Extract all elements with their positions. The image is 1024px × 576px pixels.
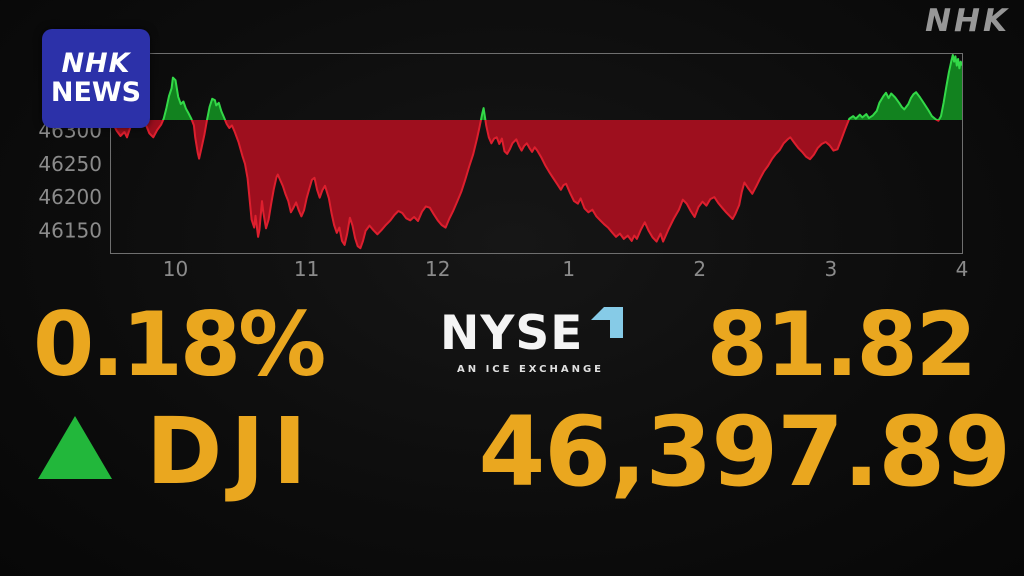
x-tick-label: 4 <box>956 257 969 281</box>
x-tick-label: 1 <box>562 257 575 281</box>
x-tick-label: 12 <box>425 257 450 281</box>
x-tick-label: 3 <box>825 257 838 281</box>
last-price: 46,397.89 <box>478 396 1011 508</box>
nyse-wordmark: NYSE <box>440 306 584 361</box>
nyse-logo: NYSE AN ICE EXCHANGE <box>440 306 624 375</box>
y-tick-label: 46200 <box>38 185 102 209</box>
news-logo-text: NEWS <box>50 76 142 108</box>
y-tick-label: 46150 <box>38 218 102 242</box>
price-line-below-baseline <box>111 120 940 250</box>
up-triangle-icon <box>38 416 112 479</box>
nyse-tagline: AN ICE EXCHANGE <box>457 364 605 375</box>
plot-border <box>110 53 963 254</box>
x-tick-label: 10 <box>163 257 188 281</box>
nhk-news-logo: NHK NEWS <box>42 29 150 128</box>
x-tick-label: 2 <box>693 257 706 281</box>
area-below-baseline <box>112 120 962 249</box>
nhk-watermark: NHK <box>925 3 1010 39</box>
change-points: 81.82 <box>706 293 977 396</box>
x-tick-label: 11 <box>294 257 319 281</box>
area-above-baseline <box>112 55 962 120</box>
y-tick-label: 46250 <box>38 152 102 176</box>
index-code: DJI <box>146 398 315 505</box>
nhk-logo-text: NHK <box>61 47 131 79</box>
nyse-corner-arrow-icon <box>591 307 624 338</box>
change-percent: 0.18% <box>33 293 326 396</box>
nyse-logo-row: NYSE <box>440 306 624 361</box>
